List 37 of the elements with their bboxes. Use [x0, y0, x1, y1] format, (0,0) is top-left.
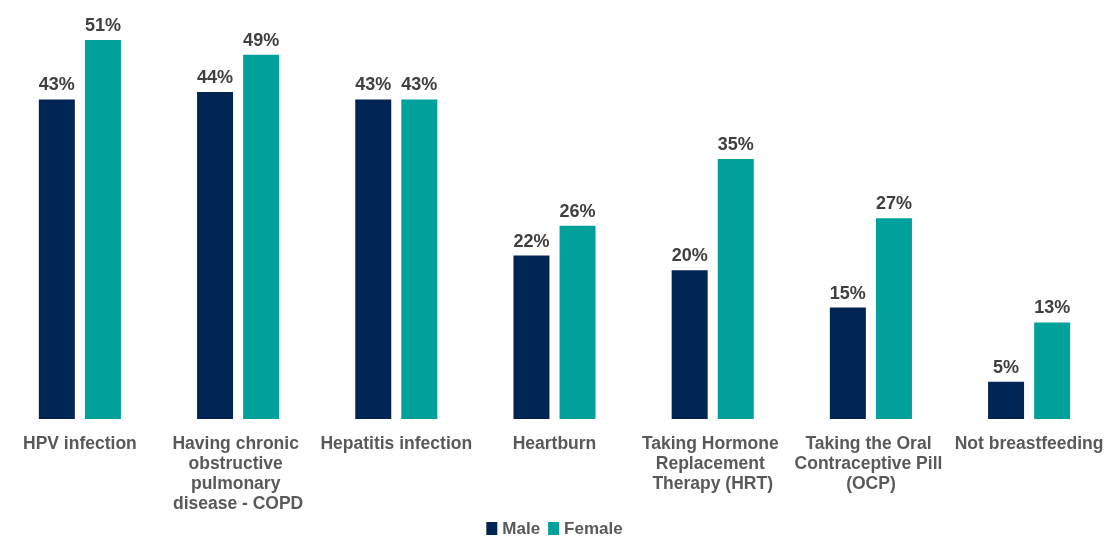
bar [355, 99, 392, 419]
data-label: 44% [197, 67, 234, 88]
data-label: 13% [1034, 297, 1071, 318]
x-tick-label: Taking Hormone Replacement Therapy (HRT) [641, 433, 784, 493]
bar [38, 99, 75, 419]
bar [671, 270, 708, 419]
data-label: 20% [671, 245, 708, 266]
bar [84, 40, 121, 419]
bar [513, 255, 550, 419]
bar [1034, 322, 1071, 419]
data-label: 5% [993, 356, 1020, 377]
bar [401, 99, 438, 419]
data-label: 26% [559, 200, 596, 221]
bar [243, 54, 280, 419]
data-label: 15% [829, 282, 866, 303]
data-label: 51% [84, 15, 121, 35]
data-label: 22% [513, 230, 550, 251]
bar [559, 225, 596, 419]
bar [197, 92, 234, 419]
data-label: 43% [355, 74, 392, 95]
x-tick-label: Having chronic obstructive pulmonary disease - COPD [172, 433, 304, 513]
bar [829, 307, 866, 419]
bar [875, 218, 912, 419]
data-label: 35% [717, 133, 754, 154]
bar [988, 381, 1025, 419]
data-label: 43% [401, 74, 438, 95]
x-tick-label: HPV infection [23, 433, 137, 453]
data-label: 43% [38, 74, 75, 95]
legend-label: Female [564, 519, 623, 538]
x-tick-label: Hepatitis infection [320, 433, 473, 453]
data-label: 27% [875, 193, 912, 214]
x-tick-label: Not breastfeeding [954, 433, 1104, 453]
data-label: 49% [243, 29, 280, 50]
x-tick-label: Heartburn [512, 433, 597, 453]
legend-label: Male [502, 519, 541, 538]
bar [717, 158, 754, 419]
x-tick-label: Taking the Oral Contraceptive Pill (OCP) [794, 433, 948, 493]
